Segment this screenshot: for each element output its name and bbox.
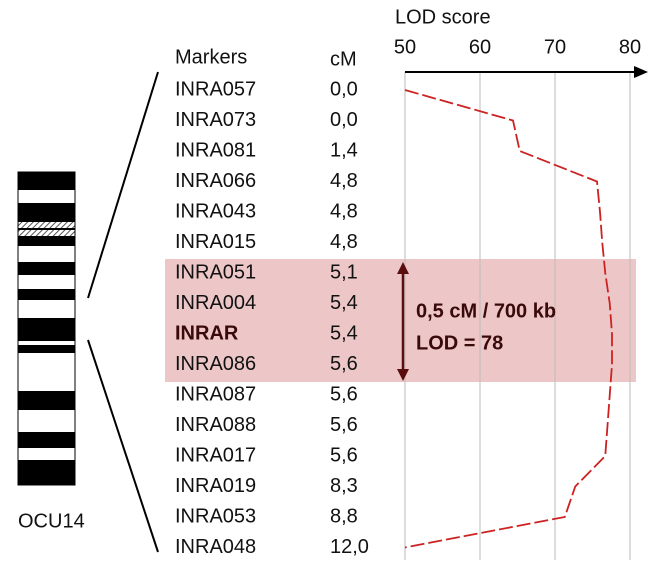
zoom-line: [87, 339, 159, 553]
column-header: cM: [330, 48, 357, 70]
marker-label: INRA053: [175, 505, 256, 527]
cm-value: 4,8: [330, 200, 358, 222]
marker-label: INRA051: [175, 261, 256, 283]
chromosome: [17, 171, 76, 486]
axis-arrow: [634, 66, 648, 78]
marker-label: INRA004: [175, 292, 256, 314]
cm-value: 5,6: [330, 444, 358, 466]
cm-value: 12,0: [330, 536, 369, 558]
cm-value: 4,8: [330, 231, 358, 253]
cm-value: 5,4: [330, 322, 358, 344]
marker-label: INRA066: [175, 170, 256, 192]
marker-label: INRA088: [175, 414, 256, 436]
cm-value: 5,6: [330, 353, 358, 375]
marker-label: INRA087: [175, 383, 256, 405]
marker-label: INRAR: [175, 322, 239, 344]
plot: 50 60 70 80: [394, 36, 648, 560]
cm-value: 1,4: [330, 139, 358, 161]
interval-arrow: [397, 262, 409, 381]
axis-title: LOD score: [395, 6, 491, 28]
marker-label: INRA057: [175, 78, 256, 100]
cm-value: 0,0: [330, 109, 358, 131]
cm-value: 5,1: [330, 261, 358, 283]
x-tick-label: 60: [469, 36, 491, 58]
cm-value: 5,6: [330, 383, 358, 405]
marker-label: INRA019: [175, 475, 256, 497]
marker-label: INRA043: [175, 200, 256, 222]
marker-label: INRA015: [175, 231, 256, 253]
chromosome-label: OCU14: [18, 510, 85, 532]
zoom-line: [87, 71, 159, 299]
cm-value: 5,6: [330, 414, 358, 436]
column-header: Markers: [175, 46, 247, 68]
marker-label: INRA086: [175, 353, 256, 375]
marker-label: INRA081: [175, 139, 256, 161]
highlight-band: [165, 259, 636, 382]
annotation: 0,5 cM / 700 kb: [416, 300, 556, 322]
marker-label: INRA017: [175, 444, 256, 466]
marker-label: INRA048: [175, 536, 256, 558]
x-tick-label: 50: [394, 36, 416, 58]
cm-value: 0,0: [330, 78, 358, 100]
cm-value: 5,4: [330, 292, 358, 314]
marker-label: INRA073: [175, 109, 256, 131]
x-tick-label: 70: [544, 36, 566, 58]
x-tick-label: 80: [619, 36, 641, 58]
annotation: LOD = 78: [416, 332, 503, 354]
cm-value: 8,3: [330, 475, 358, 497]
cm-value: 4,8: [330, 170, 358, 192]
cm-value: 8,8: [330, 505, 358, 527]
lod-curve: [404, 89, 613, 549]
